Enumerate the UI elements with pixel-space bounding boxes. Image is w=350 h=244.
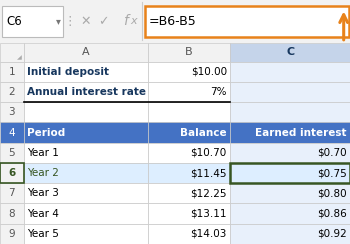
- Bar: [148, 43, 230, 62]
- Bar: [24, 203, 148, 224]
- Text: C: C: [286, 47, 294, 57]
- Bar: [24, 102, 148, 122]
- Text: 7: 7: [9, 188, 15, 198]
- Bar: [230, 62, 350, 82]
- Bar: [0, 163, 24, 183]
- Text: ✓: ✓: [98, 15, 109, 28]
- Bar: [0, 183, 24, 203]
- Text: 3: 3: [9, 107, 15, 117]
- Text: 5: 5: [9, 148, 15, 158]
- Text: 1: 1: [9, 67, 15, 77]
- Bar: [0, 143, 24, 163]
- Bar: [230, 224, 350, 244]
- Bar: [148, 143, 230, 163]
- Text: 8: 8: [9, 209, 15, 219]
- Text: C6: C6: [6, 15, 22, 28]
- Bar: [230, 143, 350, 163]
- Text: 4: 4: [9, 128, 15, 138]
- Bar: [24, 62, 148, 82]
- Bar: [230, 43, 350, 62]
- Bar: [0, 203, 24, 224]
- Text: $0.86: $0.86: [317, 209, 346, 219]
- Bar: [24, 224, 148, 244]
- Bar: [230, 82, 350, 102]
- Bar: [148, 62, 230, 82]
- Text: $11.45: $11.45: [190, 168, 227, 178]
- Bar: [230, 203, 350, 224]
- Bar: [2, 6, 63, 37]
- Text: ◢: ◢: [17, 55, 22, 60]
- Text: B: B: [186, 47, 193, 57]
- Bar: [24, 143, 148, 163]
- Text: Year 4: Year 4: [27, 209, 59, 219]
- Text: =B6-B5: =B6-B5: [149, 15, 197, 28]
- Bar: [24, 82, 148, 102]
- Bar: [148, 224, 230, 244]
- Bar: [24, 43, 148, 62]
- Bar: [148, 122, 230, 143]
- Text: $0.92: $0.92: [317, 229, 346, 239]
- Text: 9: 9: [9, 229, 15, 239]
- Bar: [0, 122, 24, 143]
- Bar: [230, 122, 350, 143]
- Bar: [24, 122, 148, 143]
- Text: $13.11: $13.11: [190, 209, 227, 219]
- Text: Year 3: Year 3: [27, 188, 59, 198]
- Text: 7%: 7%: [210, 87, 227, 97]
- Bar: [230, 163, 350, 183]
- Bar: [145, 6, 349, 37]
- Bar: [148, 183, 230, 203]
- Text: Year 5: Year 5: [27, 229, 59, 239]
- Bar: [230, 183, 350, 203]
- Bar: [0, 102, 24, 122]
- Text: Year 2: Year 2: [27, 168, 59, 178]
- Bar: [230, 163, 350, 183]
- Bar: [0, 82, 24, 102]
- Text: ▾: ▾: [56, 16, 61, 26]
- Text: Period: Period: [27, 128, 65, 138]
- Bar: [0, 0, 350, 43]
- Text: f: f: [123, 14, 128, 28]
- Text: $0.75: $0.75: [317, 168, 346, 178]
- Text: 2: 2: [9, 87, 15, 97]
- Bar: [24, 163, 148, 183]
- Bar: [148, 163, 230, 183]
- Text: Initial deposit: Initial deposit: [27, 67, 109, 77]
- Bar: [230, 102, 350, 122]
- Text: ✕: ✕: [81, 15, 91, 28]
- Text: $0.80: $0.80: [317, 188, 346, 198]
- Bar: [148, 203, 230, 224]
- Bar: [0, 163, 24, 183]
- Bar: [0, 43, 24, 62]
- Text: Annual interest rate: Annual interest rate: [27, 87, 146, 97]
- Text: Year 1: Year 1: [27, 148, 59, 158]
- Text: Balance: Balance: [180, 128, 227, 138]
- Text: ⋮: ⋮: [63, 15, 76, 28]
- Bar: [148, 82, 230, 102]
- Text: $10.70: $10.70: [190, 148, 227, 158]
- Text: $0.70: $0.70: [317, 148, 346, 158]
- Bar: [0, 224, 24, 244]
- Text: x: x: [131, 16, 137, 26]
- Text: $14.03: $14.03: [190, 229, 227, 239]
- Text: A: A: [82, 47, 90, 57]
- Bar: [0, 62, 24, 82]
- Text: 6: 6: [8, 168, 15, 178]
- Text: Earned interest: Earned interest: [255, 128, 346, 138]
- Text: $12.25: $12.25: [190, 188, 227, 198]
- Bar: [148, 102, 230, 122]
- Bar: [24, 183, 148, 203]
- Text: $10.00: $10.00: [191, 67, 227, 77]
